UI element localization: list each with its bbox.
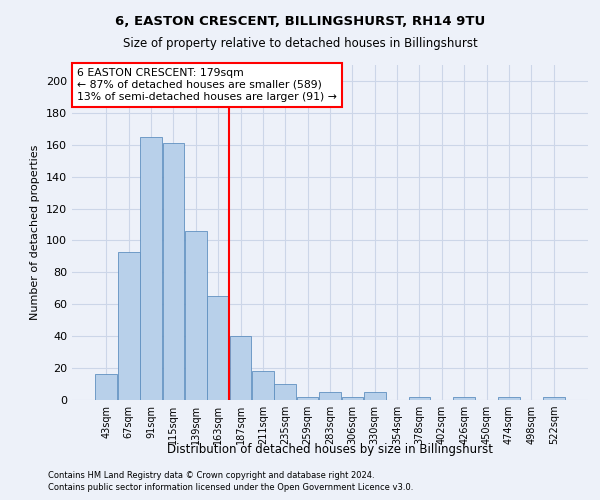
Text: 6 EASTON CRESCENT: 179sqm
← 87% of detached houses are smaller (589)
13% of semi: 6 EASTON CRESCENT: 179sqm ← 87% of detac… xyxy=(77,68,337,102)
Text: Contains HM Land Registry data © Crown copyright and database right 2024.: Contains HM Land Registry data © Crown c… xyxy=(48,471,374,480)
Bar xyxy=(498,397,520,400)
Bar xyxy=(252,372,274,400)
Bar xyxy=(118,252,140,400)
Bar xyxy=(95,374,117,400)
Text: 6, EASTON CRESCENT, BILLINGSHURST, RH14 9TU: 6, EASTON CRESCENT, BILLINGSHURST, RH14 … xyxy=(115,15,485,28)
Bar xyxy=(163,143,184,400)
Y-axis label: Number of detached properties: Number of detached properties xyxy=(31,145,40,320)
Bar xyxy=(274,384,296,400)
Bar xyxy=(185,231,206,400)
Bar xyxy=(208,296,229,400)
Bar xyxy=(230,336,251,400)
Text: Contains public sector information licensed under the Open Government Licence v3: Contains public sector information licen… xyxy=(48,484,413,492)
Bar xyxy=(409,397,430,400)
Bar xyxy=(140,137,162,400)
Text: Size of property relative to detached houses in Billingshurst: Size of property relative to detached ho… xyxy=(122,38,478,51)
Bar xyxy=(297,397,319,400)
Bar xyxy=(454,397,475,400)
Bar xyxy=(341,397,363,400)
Bar xyxy=(543,397,565,400)
Bar xyxy=(364,392,386,400)
Bar xyxy=(319,392,341,400)
Text: Distribution of detached houses by size in Billingshurst: Distribution of detached houses by size … xyxy=(167,442,493,456)
